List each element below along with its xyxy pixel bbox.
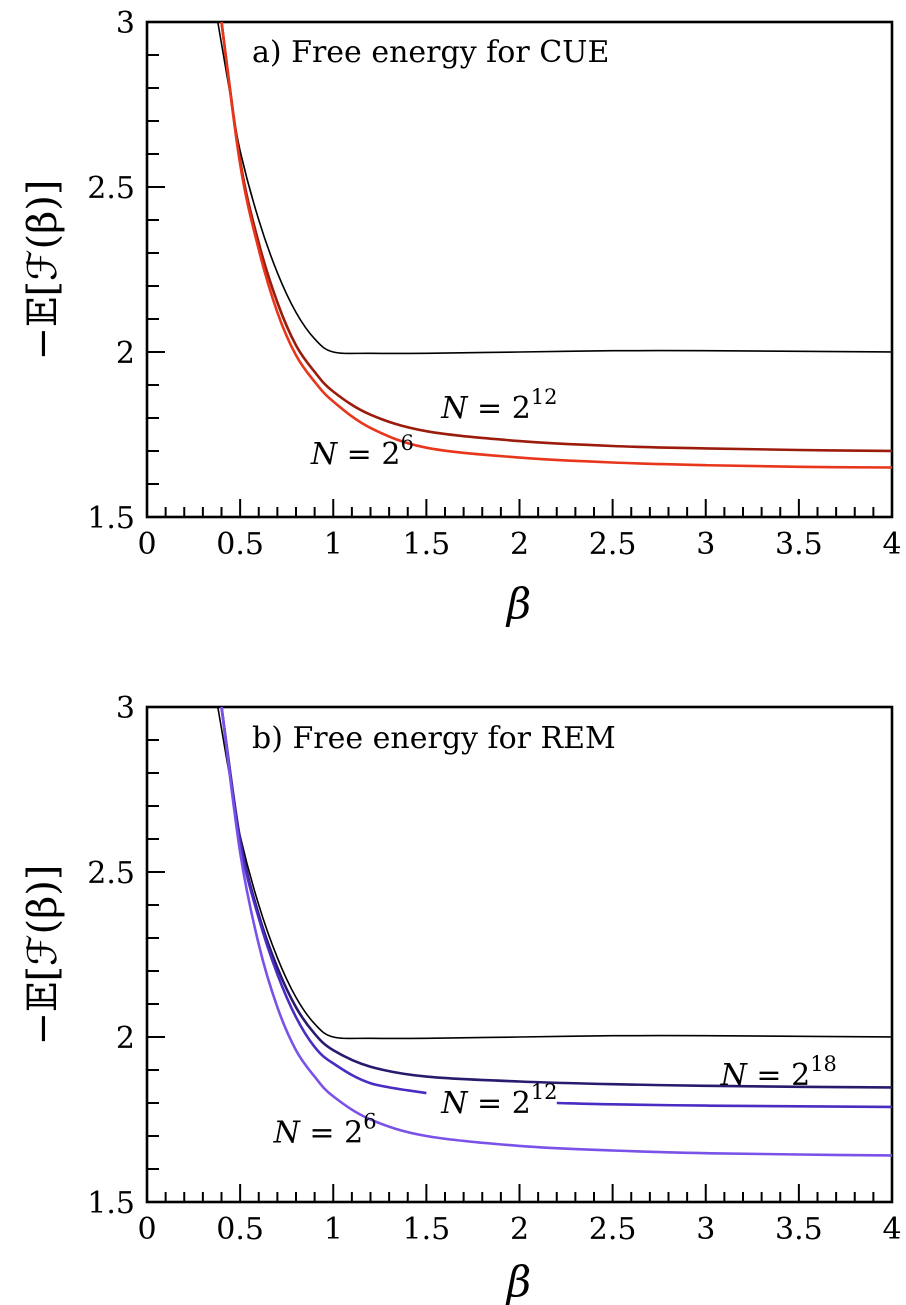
panel-a-x-tick-label: 3 <box>696 527 715 562</box>
panel-a-x-tick-label: 4 <box>882 527 901 562</box>
panel-b-y-tick-label: 3 <box>116 691 135 726</box>
panel-b-x-tick-label: 3.5 <box>775 1212 823 1247</box>
panel-a-y-tick-label: 2.5 <box>87 171 135 206</box>
panel-a-title: a) Free energy for CUE <box>252 35 609 70</box>
panel-a-x-axis-label: β <box>505 579 531 628</box>
panel-b-x-tick-label: 1 <box>324 1212 343 1247</box>
panel-a-x-tick-label: 2 <box>510 527 529 562</box>
panel-b-x-tick-label: 1.5 <box>403 1212 451 1247</box>
panel-a-ticks: 0 0.5 1 1.5 2 2.5 3 3.5 4 1.5 2 2.5 3 <box>87 6 901 562</box>
panel-a-series-1-line <box>220 22 892 453</box>
panel-a-cue: 0 0.5 1 1.5 2 2.5 3 3.5 4 1.5 2 2.5 3 a) Free energy… <box>20 6 902 628</box>
panel-a-x-tick-label: 0 <box>137 527 156 562</box>
panel-b-rem: 0 0.5 1 1.5 2 2.5 3 3.5 4 1.5 2 2.5 3 b) Free energy… <box>20 691 902 1305</box>
panel-b-series-3-line <box>220 707 892 1157</box>
panel-b-frame <box>145 705 894 1204</box>
panel-b-y-tick-label: 1.5 <box>87 1186 135 1221</box>
panel-b-series-0-line <box>217 707 892 1040</box>
panel-a-series-0-line <box>217 22 892 355</box>
panel-b-x-tick-label: 0.5 <box>216 1212 264 1247</box>
panel-b-series-label-0: N = 218 <box>720 1052 837 1093</box>
panel-b-x-axis-label: β <box>505 1257 531 1305</box>
panel-a-curves <box>217 22 892 469</box>
panel-a-x-tick-label: 0.5 <box>216 527 264 562</box>
panel-a-y-axis-label: −𝔼[ℱ(β)] <box>20 180 66 361</box>
panel-b-series-2-line-tail <box>556 1101 892 1109</box>
panel-a-series-label-0: N = 212 <box>440 385 557 426</box>
panel-a-series-2-line <box>220 22 892 469</box>
panel-b-ticks: 0 0.5 1 1.5 2 2.5 3 3.5 4 1.5 2 2.5 3 <box>87 691 901 1247</box>
panel-b-y-axis-label: −𝔼[ℱ(β)] <box>20 865 66 1046</box>
panel-b-curves <box>217 707 892 1157</box>
panel-b-x-tick-label: 3 <box>696 1212 715 1247</box>
panel-a-y-tick-label: 3 <box>116 6 135 41</box>
panel-b-x-tick-label: 0 <box>137 1212 156 1247</box>
panel-b-series-2-line <box>220 707 427 1095</box>
panel-a-x-tick-label: 1.5 <box>403 527 451 562</box>
panel-b-series-label-1: N = 212 <box>440 1080 557 1121</box>
panel-a-frame <box>145 20 894 519</box>
panel-a-x-tick-label: 2.5 <box>589 527 637 562</box>
panel-a-y-tick-label: 2 <box>116 336 135 371</box>
panel-a-series-label-1: N = 26 <box>310 431 414 472</box>
panel-a-x-tick-label: 3.5 <box>775 527 823 562</box>
panel-b-y-tick-label: 2 <box>116 1021 135 1056</box>
panel-b-x-tick-label: 2.5 <box>589 1212 637 1247</box>
panel-b-series-label-2: N = 26 <box>273 1110 377 1151</box>
panel-b-title: b) Free energy for REM <box>252 721 616 756</box>
panel-a-x-tick-label: 1 <box>324 527 343 562</box>
panel-b-x-tick-label: 2 <box>510 1212 529 1247</box>
panel-a-y-tick-label: 1.5 <box>87 501 135 536</box>
panel-b-y-tick-label: 2.5 <box>87 856 135 891</box>
panel-b-x-tick-label: 4 <box>882 1212 901 1247</box>
